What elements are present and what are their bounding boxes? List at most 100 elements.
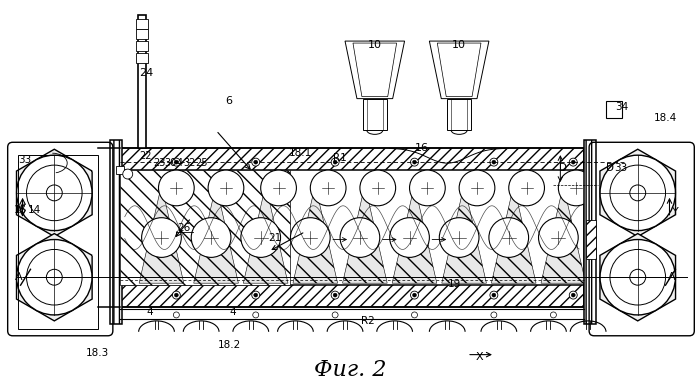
- Polygon shape: [586, 220, 596, 259]
- Text: 18.3: 18.3: [85, 348, 108, 358]
- Circle shape: [412, 160, 417, 164]
- Polygon shape: [600, 149, 675, 237]
- Bar: [136, 41, 147, 51]
- Circle shape: [459, 170, 495, 206]
- Text: D: D: [606, 163, 614, 173]
- Circle shape: [491, 312, 497, 318]
- Circle shape: [550, 312, 556, 318]
- Circle shape: [600, 240, 675, 315]
- Circle shape: [331, 291, 339, 299]
- Circle shape: [17, 240, 92, 315]
- Text: 21: 21: [268, 232, 281, 242]
- Text: 33: 33: [614, 163, 628, 173]
- Text: 10: 10: [452, 40, 466, 50]
- Polygon shape: [343, 185, 387, 283]
- Text: 26: 26: [178, 223, 191, 233]
- Text: 34: 34: [615, 102, 628, 112]
- Polygon shape: [541, 185, 586, 283]
- Polygon shape: [194, 185, 238, 283]
- Text: A: A: [668, 272, 675, 282]
- Circle shape: [291, 218, 330, 257]
- Circle shape: [630, 185, 646, 201]
- Circle shape: [173, 312, 180, 318]
- Polygon shape: [120, 285, 584, 307]
- Text: 19: 19: [447, 279, 461, 289]
- Circle shape: [159, 170, 194, 206]
- Circle shape: [142, 218, 181, 257]
- Circle shape: [173, 158, 180, 166]
- Text: 32: 32: [183, 158, 196, 168]
- Circle shape: [492, 293, 496, 297]
- Circle shape: [253, 312, 259, 318]
- Circle shape: [410, 291, 419, 299]
- Bar: [136, 53, 147, 63]
- Circle shape: [360, 170, 396, 206]
- Text: 15: 15: [14, 205, 27, 215]
- Polygon shape: [353, 43, 396, 96]
- Circle shape: [569, 291, 577, 299]
- Bar: [136, 19, 147, 29]
- Circle shape: [538, 218, 578, 257]
- Circle shape: [173, 291, 180, 299]
- Circle shape: [490, 158, 498, 166]
- Circle shape: [492, 160, 496, 164]
- Circle shape: [559, 170, 594, 206]
- Polygon shape: [110, 140, 122, 324]
- Circle shape: [46, 269, 62, 285]
- Circle shape: [192, 218, 231, 257]
- Circle shape: [332, 312, 338, 318]
- Polygon shape: [120, 170, 291, 285]
- Circle shape: [174, 160, 178, 164]
- Circle shape: [412, 312, 417, 318]
- Text: 16: 16: [415, 143, 428, 153]
- Text: 6: 6: [226, 96, 233, 106]
- Circle shape: [174, 293, 178, 297]
- Circle shape: [252, 291, 260, 299]
- Circle shape: [261, 170, 296, 206]
- Bar: [136, 29, 147, 39]
- Text: D: D: [559, 163, 568, 173]
- Text: Фиг. 2: Фиг. 2: [314, 359, 387, 381]
- Circle shape: [410, 158, 419, 166]
- Text: 24: 24: [140, 68, 154, 78]
- Text: 23: 23: [153, 158, 166, 168]
- Circle shape: [310, 170, 346, 206]
- Polygon shape: [243, 185, 288, 283]
- Text: 25: 25: [195, 158, 208, 168]
- Circle shape: [571, 293, 575, 297]
- Text: 10: 10: [368, 40, 382, 50]
- Circle shape: [123, 169, 133, 179]
- Text: R2: R2: [361, 316, 375, 326]
- Polygon shape: [17, 234, 92, 321]
- Text: 4: 4: [176, 158, 182, 168]
- Circle shape: [254, 293, 258, 297]
- Text: Y: Y: [672, 207, 679, 217]
- Polygon shape: [345, 41, 405, 99]
- Circle shape: [410, 170, 445, 206]
- Polygon shape: [392, 185, 437, 283]
- Circle shape: [600, 155, 675, 230]
- Circle shape: [490, 291, 498, 299]
- Text: 14: 14: [28, 205, 41, 215]
- Circle shape: [252, 158, 260, 166]
- Circle shape: [509, 170, 545, 206]
- Polygon shape: [584, 140, 596, 324]
- Circle shape: [46, 185, 62, 201]
- Circle shape: [333, 293, 337, 297]
- Text: 18.2: 18.2: [217, 340, 240, 350]
- Polygon shape: [438, 43, 481, 96]
- Bar: [447, 99, 471, 130]
- Polygon shape: [139, 185, 184, 283]
- Polygon shape: [442, 185, 487, 283]
- Bar: [116, 166, 124, 174]
- Bar: [606, 101, 622, 119]
- Polygon shape: [429, 41, 489, 99]
- Polygon shape: [600, 234, 675, 321]
- Circle shape: [439, 218, 479, 257]
- Circle shape: [254, 160, 258, 164]
- Text: 22: 22: [139, 151, 152, 161]
- Circle shape: [331, 158, 339, 166]
- Circle shape: [412, 293, 417, 297]
- Circle shape: [241, 218, 280, 257]
- Text: R1: R1: [333, 153, 347, 163]
